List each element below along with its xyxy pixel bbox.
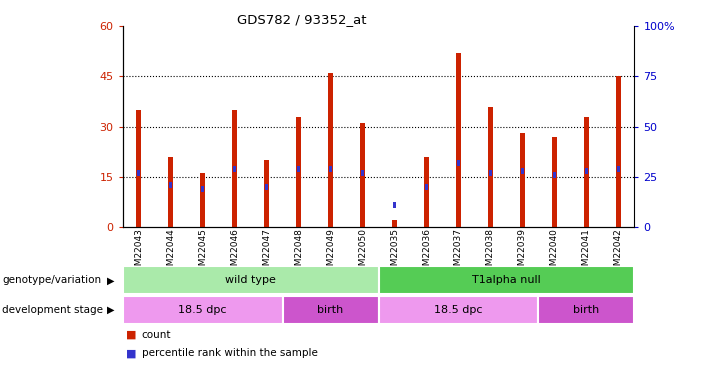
- Bar: [617, 166, 620, 172]
- Bar: [616, 76, 621, 227]
- Text: GDS782 / 93352_at: GDS782 / 93352_at: [237, 13, 367, 26]
- Text: birth: birth: [573, 305, 599, 315]
- Text: birth: birth: [318, 305, 343, 315]
- Text: ■: ■: [126, 330, 137, 340]
- Bar: [393, 202, 396, 208]
- Bar: [424, 157, 429, 227]
- Bar: [392, 220, 397, 227]
- Text: development stage: development stage: [2, 305, 103, 315]
- Text: 18.5 dpc: 18.5 dpc: [434, 305, 483, 315]
- Bar: [264, 160, 269, 227]
- Bar: [538, 296, 634, 324]
- Text: ▶: ▶: [107, 305, 114, 315]
- Bar: [360, 123, 365, 227]
- Bar: [488, 106, 493, 227]
- Bar: [170, 182, 172, 188]
- Bar: [137, 170, 140, 176]
- Bar: [168, 157, 173, 227]
- Bar: [328, 73, 333, 227]
- Bar: [232, 110, 237, 227]
- Bar: [379, 266, 634, 294]
- Bar: [552, 136, 557, 227]
- Text: count: count: [142, 330, 171, 340]
- Bar: [233, 166, 236, 172]
- Text: T1alpha null: T1alpha null: [472, 275, 541, 285]
- Bar: [283, 296, 379, 324]
- Bar: [584, 117, 589, 227]
- Bar: [361, 170, 364, 176]
- Bar: [456, 53, 461, 227]
- Text: 18.5 dpc: 18.5 dpc: [178, 305, 227, 315]
- Text: ■: ■: [126, 348, 137, 358]
- Bar: [553, 172, 556, 178]
- Bar: [329, 166, 332, 172]
- Bar: [520, 133, 525, 227]
- Bar: [200, 173, 205, 227]
- Bar: [489, 170, 492, 176]
- Bar: [136, 110, 141, 227]
- Bar: [426, 184, 428, 190]
- Text: ▶: ▶: [107, 275, 114, 285]
- Bar: [123, 266, 379, 294]
- Text: percentile rank within the sample: percentile rank within the sample: [142, 348, 318, 358]
- Bar: [201, 186, 204, 192]
- Text: genotype/variation: genotype/variation: [2, 275, 101, 285]
- Bar: [123, 296, 283, 324]
- Bar: [457, 160, 460, 166]
- Bar: [379, 296, 538, 324]
- Bar: [297, 117, 301, 227]
- Bar: [585, 168, 587, 174]
- Bar: [521, 168, 524, 174]
- Text: wild type: wild type: [225, 275, 276, 285]
- Bar: [297, 166, 300, 172]
- Bar: [265, 184, 268, 190]
